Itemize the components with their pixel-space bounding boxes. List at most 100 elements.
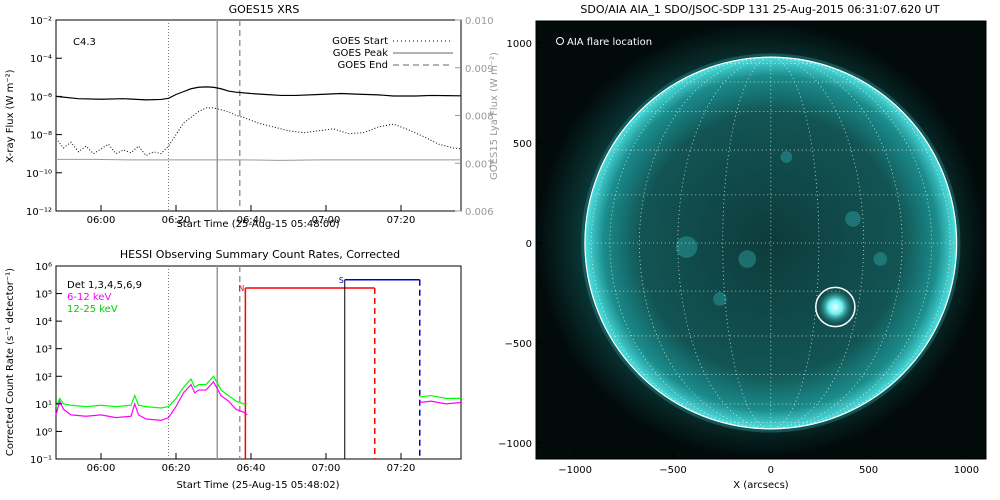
goes-panel: GOES15 XRS C4.3 GOES Start GOES Peak GOE… <box>5 3 500 230</box>
hessi-xlabel: Start Time (25-Aug-15 05:48:02) <box>176 480 339 491</box>
goes-y2-tick-label: 0.010 <box>465 16 494 27</box>
aia-legend-label: AIA flare location <box>567 37 652 48</box>
hessi-x-tick-label: 06:00 <box>87 463 116 474</box>
hessi-saa-label: S <box>339 276 344 285</box>
goes-x-tick-label: 06:20 <box>162 215 191 226</box>
hessi-y-tick-label: 10⁰ <box>35 427 52 438</box>
aia-grid-longitude <box>677 56 771 430</box>
aia-flare-circle <box>815 286 856 328</box>
hessi-x-ticks: 06:00 06:20 06:40 07:00 07:20 <box>87 453 416 474</box>
aia-legend-marker <box>556 37 564 45</box>
hessi-y-tick-label: 10² <box>35 372 52 383</box>
goes-legend: GOES Start GOES Peak GOES End <box>332 36 453 71</box>
hessi-legend: Det 1,3,4,5,6,9 6-12 keV 12-25 keV <box>67 280 142 315</box>
hessi-series-line <box>55 375 248 409</box>
goes-lya-line <box>56 158 461 161</box>
goes-ylabel-right: GOES15 Lya Flux (W m⁻²) <box>489 52 500 180</box>
hessi-ylabel: Corrected Count Rate (s⁻¹ detector⁻¹) <box>5 268 16 456</box>
goes-long-channel-line <box>55 86 462 101</box>
hessi-series-line <box>419 400 462 405</box>
hessi-panel: HESSI Observing Summary Count Rates, Cor… <box>5 248 462 491</box>
goes-title: GOES15 XRS <box>229 3 300 16</box>
aia-y-tick-label: 500 <box>513 139 532 150</box>
aia-grid-longitude <box>609 56 771 430</box>
aia-limb-circle <box>584 56 958 430</box>
aia-active-region <box>780 151 793 163</box>
hessi-title: HESSI Observing Summary Count Rates, Cor… <box>120 248 400 261</box>
goes-y-tick-label: 10⁻¹² <box>26 207 52 218</box>
aia-y-tick-label: 1000 <box>507 39 532 50</box>
aia-grid-longitude <box>722 56 771 430</box>
hessi-series-line <box>55 380 248 422</box>
goes-plot-frame <box>55 19 462 212</box>
goes-xlabel: Start Time (25-Aug-15 05:48:00) <box>176 219 339 230</box>
aia-panel: SDO/AIA AIA_1 SDO/JSOC-SDP 131 25-Aug-20… <box>498 3 987 491</box>
goes-x-tick-label: 06:40 <box>237 215 266 226</box>
aia-grid-longitude <box>639 56 771 430</box>
hessi-plot-area: NS <box>55 266 462 459</box>
aia-x-tick-label: 1000 <box>954 465 979 476</box>
aia-y-tick-label: −500 <box>505 339 532 350</box>
aia-y-tick-label: 0 <box>526 239 532 250</box>
hessi-night-label: N <box>238 284 244 293</box>
goes-y2-tick-label: 0.006 <box>465 207 494 218</box>
aia-x-tick-label: 500 <box>859 465 878 476</box>
aia-plot-frame <box>535 20 987 460</box>
hessi-y-tick-label: 10⁵ <box>35 290 52 301</box>
hessi-x-tick-label: 07:20 <box>387 463 416 474</box>
aia-x-tick-label: 0 <box>768 465 774 476</box>
goes-y2-ticks: 0.006 0.007 0.008 0.009 0.010 <box>455 16 494 218</box>
aia-active-region <box>713 292 727 306</box>
hessi-x-tick-label: 06:20 <box>162 463 191 474</box>
aia-y-tick-label: −1000 <box>498 439 532 450</box>
hessi-y-tick-label: 10⁴ <box>35 317 52 328</box>
aia-flare-glow <box>817 289 853 325</box>
aia-active-region <box>845 211 861 227</box>
aia-y-ticks: −1000 −500 0 500 1000 <box>498 39 542 450</box>
aia-x-tick-label: −1000 <box>558 465 592 476</box>
hessi-legend-detectors: Det 1,3,4,5,6,9 <box>67 280 142 291</box>
goes-y2-tick-label: 0.007 <box>465 159 494 170</box>
hessi-series-line <box>419 394 461 399</box>
aia-xlabel: X (arcsecs) <box>733 480 789 491</box>
hessi-legend-6-12: 6-12 keV <box>67 292 111 303</box>
goes-y-tick-label: 10⁻² <box>30 16 52 27</box>
goes-x-tick-label: 07:20 <box>387 215 416 226</box>
aia-x-tick-label: −500 <box>659 465 686 476</box>
goes-y2-tick-label: 0.009 <box>465 64 494 75</box>
goes-y-tick-label: 10⁻⁴ <box>30 54 52 65</box>
aia-active-region <box>675 236 698 258</box>
hessi-y-tick-label: 10³ <box>35 345 52 356</box>
hessi-plot-frame <box>55 265 462 460</box>
hessi-y-ticks: 10⁻¹ 10⁰ 10¹ 10² 10³ 10⁴ 10⁵ 10⁶ <box>30 262 62 466</box>
goes-short-channel-line <box>55 107 462 157</box>
aia-grid-longitude <box>770 56 932 430</box>
aia-image-area <box>536 21 986 459</box>
goes-y-tick-label: 10⁻⁶ <box>30 92 52 103</box>
goes-y2-tick-label: 0.008 <box>465 112 494 123</box>
aia-solar-disk <box>584 57 957 429</box>
goes-legend-peak: GOES Peak <box>333 48 388 59</box>
aia-active-region <box>873 252 888 266</box>
hessi-legend-12-25: 12-25 keV <box>67 304 118 315</box>
hessi-x-tick-label: 06:40 <box>237 463 266 474</box>
hessi-x-tick-label: 07:00 <box>312 463 341 474</box>
goes-ylabel: X-ray Flux (W m⁻²) <box>5 69 16 162</box>
goes-y-tick-label: 10⁻⁸ <box>30 131 52 142</box>
goes-y-ticks: 10⁻¹² 10⁻¹⁰ 10⁻⁸ 10⁻⁶ 10⁻⁴ 10⁻² <box>26 16 62 218</box>
hessi-y-tick-label: 10¹ <box>35 400 52 411</box>
aia-grid-longitude <box>770 56 903 430</box>
aia-grid-longitude <box>770 56 820 430</box>
aia-grid-longitude <box>770 56 864 430</box>
goes-legend-start: GOES Start <box>332 36 388 47</box>
goes-x-ticks: 06:00 06:20 06:40 07:00 07:20 <box>87 205 416 226</box>
aia-x-ticks: −1000 −500 0 500 1000 <box>558 453 979 476</box>
goes-x-tick-label: 06:00 <box>87 215 116 226</box>
hessi-y-tick-label: 10⁻¹ <box>30 455 52 466</box>
aia-title: SDO/AIA AIA_1 SDO/JSOC-SDP 131 25-Aug-20… <box>580 3 939 16</box>
aia-active-region <box>738 250 757 268</box>
goes-plot-area <box>55 20 462 211</box>
goes-flare-class: C4.3 <box>73 37 96 48</box>
goes-y-tick-label: 10⁻¹⁰ <box>26 169 52 180</box>
